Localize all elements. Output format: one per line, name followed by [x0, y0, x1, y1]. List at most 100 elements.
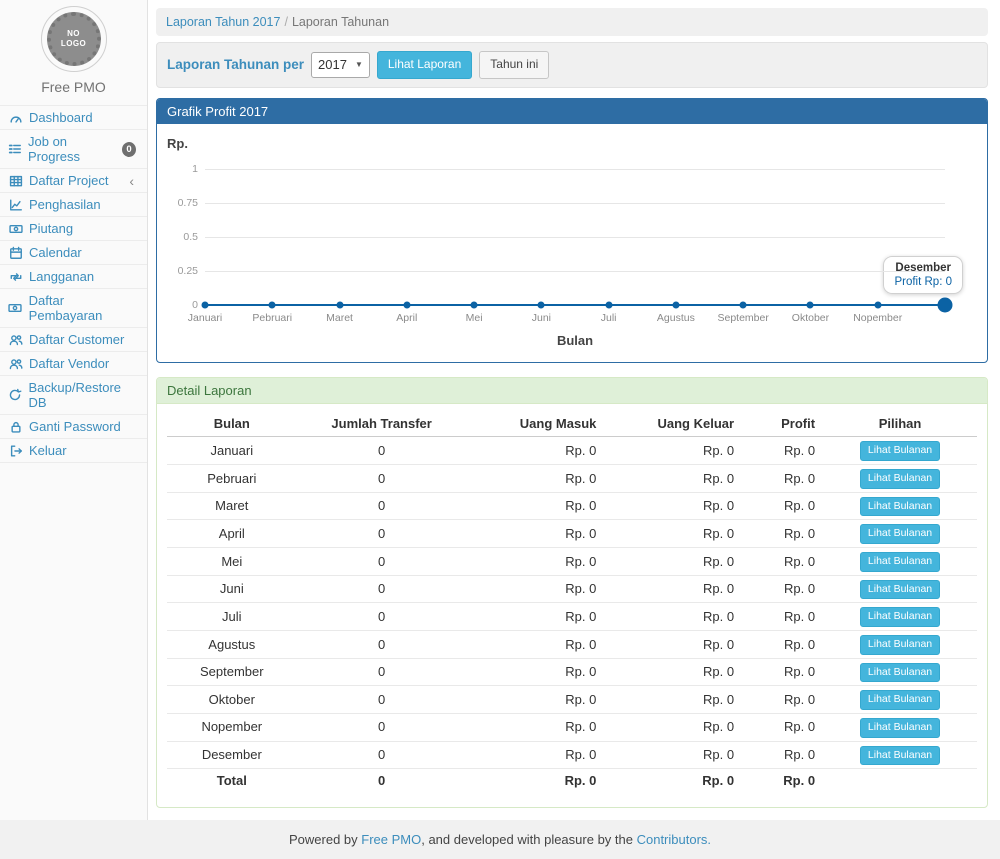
- cell: Rp. 0: [742, 713, 823, 741]
- caret-down-icon: [355, 60, 363, 69]
- tahun-ini-button[interactable]: Tahun ini: [479, 51, 549, 79]
- cell: Rp. 0: [604, 741, 742, 769]
- cell: 0: [297, 603, 467, 631]
- cell-action: Lihat Bulanan: [823, 603, 977, 631]
- sidebar-item-ganti-password[interactable]: Ganti Password: [0, 415, 147, 439]
- cell: Rp. 0: [604, 769, 742, 793]
- dashboard-icon: [8, 111, 23, 125]
- sidebar-item-keluar[interactable]: Keluar: [0, 439, 147, 463]
- sidebar-item-label: Daftar Pembayaran: [29, 293, 139, 323]
- lihat-bulanan-button[interactable]: Lihat Bulanan: [860, 441, 940, 461]
- sidebar-item-job-on-progress[interactable]: Job on Progress0: [0, 130, 147, 169]
- column-header-uang-keluar: Uang Keluar: [604, 412, 742, 437]
- x-tick-label: Maret: [326, 312, 353, 324]
- cell: Pebruari: [167, 465, 297, 493]
- cell-action: Lihat Bulanan: [823, 741, 977, 769]
- cell-action: Lihat Bulanan: [823, 575, 977, 603]
- cell: Rp. 0: [467, 741, 605, 769]
- sidebar-item-label: Keluar: [29, 443, 67, 458]
- chevron-left-icon: [129, 175, 134, 187]
- data-point-juni: [538, 301, 545, 308]
- sidebar-item-label: Ganti Password: [29, 419, 121, 434]
- cell-action: Lihat Bulanan: [823, 713, 977, 741]
- lihat-bulanan-button[interactable]: Lihat Bulanan: [860, 690, 940, 710]
- cell: 0: [297, 686, 467, 714]
- cell: Juni: [167, 575, 297, 603]
- footer-link-contributors[interactable]: Contributors.: [637, 832, 711, 847]
- lihat-bulanan-button[interactable]: Lihat Bulanan: [860, 718, 940, 738]
- cell-action: Lihat Bulanan: [823, 437, 977, 465]
- lihat-bulanan-button[interactable]: Lihat Bulanan: [860, 497, 940, 517]
- cell: Total: [167, 769, 297, 793]
- cell: Rp. 0: [604, 603, 742, 631]
- cell: April: [167, 520, 297, 548]
- lihat-bulanan-button[interactable]: Lihat Bulanan: [860, 469, 940, 489]
- data-point-nopember: [874, 301, 881, 308]
- cell: 0: [297, 713, 467, 741]
- lihat-bulanan-button[interactable]: Lihat Bulanan: [860, 607, 940, 627]
- cell: Rp. 0: [467, 603, 605, 631]
- footer-text: Powered by Free PMO, and developed with …: [289, 832, 711, 847]
- cell: 0: [297, 658, 467, 686]
- cell: Desember: [167, 741, 297, 769]
- cell: 0: [297, 769, 467, 793]
- sidebar-item-piutang[interactable]: Piutang: [0, 217, 147, 241]
- cell-action: Lihat Bulanan: [823, 686, 977, 714]
- data-point-pebruari: [269, 301, 276, 308]
- table-header-row: BulanJumlah TransferUang MasukUang Kelua…: [167, 412, 977, 437]
- footer-link-free-pmo[interactable]: Free PMO: [361, 832, 421, 847]
- main-content: Laporan Tahun 2017 / Laporan Tahunan Lapor…: [148, 0, 1000, 820]
- cell: Rp. 0: [467, 548, 605, 576]
- cell: Rp. 0: [742, 548, 823, 576]
- cell: Rp. 0: [742, 686, 823, 714]
- cell: 0: [297, 437, 467, 465]
- lihat-bulanan-button[interactable]: Lihat Bulanan: [860, 746, 940, 766]
- sidebar-item-daftar-pembayaran[interactable]: Daftar Pembayaran: [0, 289, 147, 328]
- cell: 0: [297, 465, 467, 493]
- sidebar-item-daftar-vendor[interactable]: Daftar Vendor: [0, 352, 147, 376]
- lihat-bulanan-button[interactable]: Lihat Bulanan: [860, 580, 940, 600]
- lihat-laporan-button[interactable]: Lihat Laporan: [377, 51, 472, 79]
- table-row: Mei0Rp. 0Rp. 0Rp. 0Lihat Bulanan: [167, 548, 977, 576]
- sidebar-item-daftar-customer[interactable]: Daftar Customer: [0, 328, 147, 352]
- lihat-bulanan-button[interactable]: Lihat Bulanan: [860, 552, 940, 572]
- lihat-bulanan-button[interactable]: Lihat Bulanan: [860, 635, 940, 655]
- sidebar-item-dashboard[interactable]: Dashboard: [0, 106, 147, 130]
- year-select[interactable]: 2017: [311, 52, 370, 78]
- x-axis-title: Bulan: [557, 333, 593, 348]
- sidebar-item-calendar[interactable]: Calendar: [0, 241, 147, 265]
- chart-line-icon: [8, 198, 23, 212]
- cell: Rp. 0: [467, 465, 605, 493]
- cell-action: Lihat Bulanan: [823, 520, 977, 548]
- cell: Rp. 0: [467, 769, 605, 793]
- y-tick-label: 0.25: [178, 265, 198, 277]
- breadcrumb-link[interactable]: Laporan Tahun 2017: [166, 15, 280, 29]
- detail-table: BulanJumlah TransferUang MasukUang Kelua…: [167, 412, 977, 793]
- table-row: Oktober0Rp. 0Rp. 0Rp. 0Lihat Bulanan: [167, 686, 977, 714]
- sidebar-menu: Dashboard Job on Progress0 Daftar Project P…: [0, 105, 147, 463]
- cell-action: Lihat Bulanan: [823, 492, 977, 520]
- plot-area: Bulan Desember Profit Rp: 0 00.250.50.75…: [205, 169, 945, 305]
- filter-label: Laporan Tahunan per: [167, 57, 304, 72]
- cell: Oktober: [167, 686, 297, 714]
- sidebar-item-label: Dashboard: [29, 110, 93, 125]
- breadcrumb-separator: /: [284, 15, 287, 29]
- lihat-bulanan-button[interactable]: Lihat Bulanan: [860, 663, 940, 683]
- cell: Rp. 0: [742, 520, 823, 548]
- sidebar-item-label: Daftar Project: [29, 173, 108, 188]
- cell: 0: [297, 630, 467, 658]
- sidebar-item-backup-restore-db[interactable]: Backup/Restore DB: [0, 376, 147, 415]
- profit-chart: Rp. Bulan Desember Profit Rp: 0 00.250.5…: [157, 124, 987, 362]
- x-tick-label: Mei: [466, 312, 483, 324]
- lock-icon: [8, 420, 23, 434]
- column-header-jumlah-transfer: Jumlah Transfer: [297, 412, 467, 437]
- lihat-bulanan-button[interactable]: Lihat Bulanan: [860, 524, 940, 544]
- cell: Rp. 0: [467, 686, 605, 714]
- sidebar-item-penghasilan[interactable]: Penghasilan: [0, 193, 147, 217]
- y-tick-label: 0.75: [178, 197, 198, 209]
- sidebar-item-daftar-project[interactable]: Daftar Project: [0, 169, 147, 193]
- sidebar-item-langganan[interactable]: Langganan: [0, 265, 147, 289]
- cell: Rp. 0: [742, 575, 823, 603]
- cell: Rp. 0: [742, 437, 823, 465]
- breadcrumb-current: Laporan Tahunan: [292, 15, 389, 29]
